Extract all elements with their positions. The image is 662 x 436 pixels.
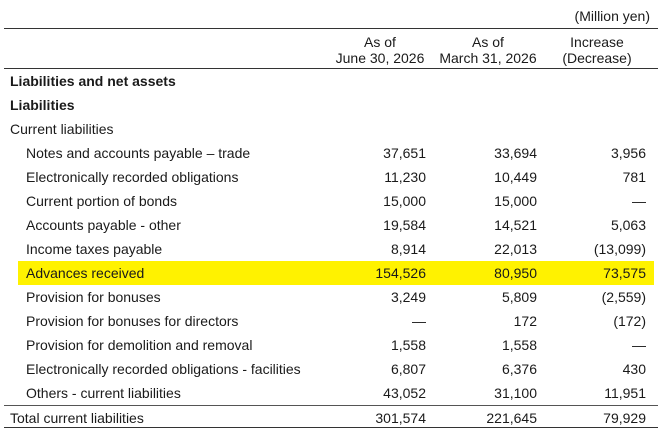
row-label: Notes and accounts payable – trade	[26, 145, 251, 161]
table-row: Provision for demolition and removal 1,55…	[4, 333, 658, 357]
row-value-v2: 15,000	[494, 193, 537, 209]
row-value-v3: 430	[622, 361, 646, 377]
table-row: Income taxes payable 8,914 22,013 (13,099)	[4, 237, 658, 261]
row-value-v2: 6,376	[501, 361, 537, 377]
row-value-v1: 3,249	[390, 289, 426, 305]
row-label: Total current liabilities	[10, 410, 144, 426]
row-label: Others - current liabilities	[26, 385, 181, 401]
header-line: June 30, 2026	[335, 50, 425, 66]
row-value-v2: 80,950	[494, 265, 537, 281]
row-value-v1: 37,651	[383, 145, 426, 161]
row-label: Electronically recorded obligations	[26, 169, 239, 185]
row-label: Current portion of bonds	[26, 193, 177, 209]
header-line: As of	[364, 34, 396, 50]
table-row: Current portion of bonds 15,000 15,000 —	[4, 189, 658, 213]
row-label: Provision for demolition and removal	[26, 337, 253, 353]
row-value-v2: 172	[513, 313, 537, 329]
header-increase-decrease: Increase (Decrease)	[552, 34, 642, 66]
row-value-v3: 79,929	[603, 410, 646, 426]
table-row: Liabilities and net assets	[4, 69, 658, 93]
row-label: Provision for bonuses	[26, 289, 161, 305]
row-value-v1: 19,584	[383, 217, 426, 233]
table-row: Others - current liabilities 43,052 31,100…	[4, 381, 658, 405]
row-value-v2: 14,521	[494, 217, 537, 233]
table-row: Total current liabilities 301,574 221,645 7…	[4, 405, 658, 431]
row-value-v3: (2,559)	[601, 289, 646, 305]
header-line: March 31, 2026	[439, 50, 537, 66]
row-value-v3: (172)	[613, 313, 646, 329]
row-value-v1: 301,574	[375, 410, 426, 426]
unit-note: (Million yen)	[574, 8, 650, 24]
header-line: Increase	[570, 34, 624, 50]
row-value-v1: 8,914	[390, 241, 426, 257]
row-value-v2: 1,558	[501, 337, 537, 353]
row-value-v3: 781	[622, 169, 646, 185]
row-value-v1: 6,807	[390, 361, 426, 377]
header-june-2026: As of June 30, 2026	[330, 34, 430, 66]
row-value-v2: 33,694	[494, 145, 537, 161]
table-row: Advances received 154,526 80,950 73,575	[18, 261, 654, 285]
header-line: As of	[472, 34, 504, 50]
row-label: Liabilities and net assets	[10, 73, 176, 89]
row-value-v3: —	[632, 193, 646, 209]
row-label: Advances received	[26, 265, 145, 281]
table-row: Provision for bonuses for directors — 172 (…	[4, 309, 658, 333]
top-rule	[4, 28, 658, 29]
table-row: Accounts payable - other 19,584 14,521 5,06…	[4, 213, 658, 237]
row-value-v2: 5,809	[501, 289, 537, 305]
row-value-v3: 11,951	[604, 385, 646, 401]
row-label: Current liabilities	[10, 121, 114, 137]
row-value-v3: 3,956	[610, 145, 646, 161]
header-line: (Decrease)	[562, 50, 632, 66]
row-value-v1: 43,052	[383, 385, 426, 401]
table-row: Electronically recorded obligations 11,23…	[4, 165, 658, 189]
table-row: Liabilities	[4, 93, 658, 117]
row-value-v1: —	[412, 313, 426, 329]
table-row: Current liabilities	[4, 117, 658, 141]
header-march-2026: As of March 31, 2026	[436, 34, 540, 66]
bottom-rule	[4, 427, 658, 428]
table-row: Electronically recorded obligations - fa…	[4, 357, 658, 381]
row-value-v3: 5,063	[610, 217, 646, 233]
liabilities-table: Liabilities and net assets Liabilities Cur…	[4, 69, 658, 431]
row-value-v3: —	[632, 337, 646, 353]
row-label: Electronically recorded obligations - fa…	[26, 361, 301, 377]
header-rule	[4, 68, 658, 69]
table-row: Provision for bonuses 3,249 5,809 (2,559)	[4, 285, 658, 309]
row-label: Provision for bonuses for directors	[26, 313, 239, 329]
row-value-v2: 22,013	[494, 241, 537, 257]
row-value-v2: 10,449	[494, 169, 537, 185]
row-value-v2: 221,645	[486, 410, 537, 426]
row-value-v2: 31,100	[494, 385, 537, 401]
row-value-v1: 11,230	[384, 169, 426, 185]
row-value-v3: 73,575	[603, 265, 646, 281]
row-label: Income taxes payable	[26, 241, 163, 257]
row-value-v1: 154,526	[375, 265, 426, 281]
row-label: Liabilities	[10, 97, 75, 113]
row-value-v3: (13,099)	[593, 241, 646, 257]
row-value-v1: 1,558	[390, 337, 426, 353]
row-value-v1: 15,000	[383, 193, 426, 209]
table-row: Notes and accounts payable – trade 37,651…	[4, 141, 658, 165]
row-label: Accounts payable - other	[26, 217, 181, 233]
